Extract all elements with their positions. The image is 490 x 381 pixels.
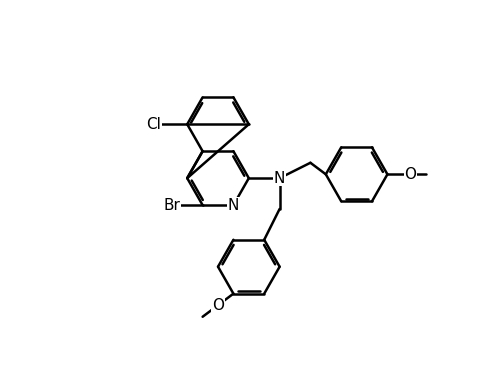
Text: O: O xyxy=(405,167,416,182)
Text: N: N xyxy=(274,171,285,186)
Text: Br: Br xyxy=(163,198,180,213)
Text: O: O xyxy=(212,298,224,313)
Text: Cl: Cl xyxy=(146,117,161,132)
Text: N: N xyxy=(228,198,239,213)
